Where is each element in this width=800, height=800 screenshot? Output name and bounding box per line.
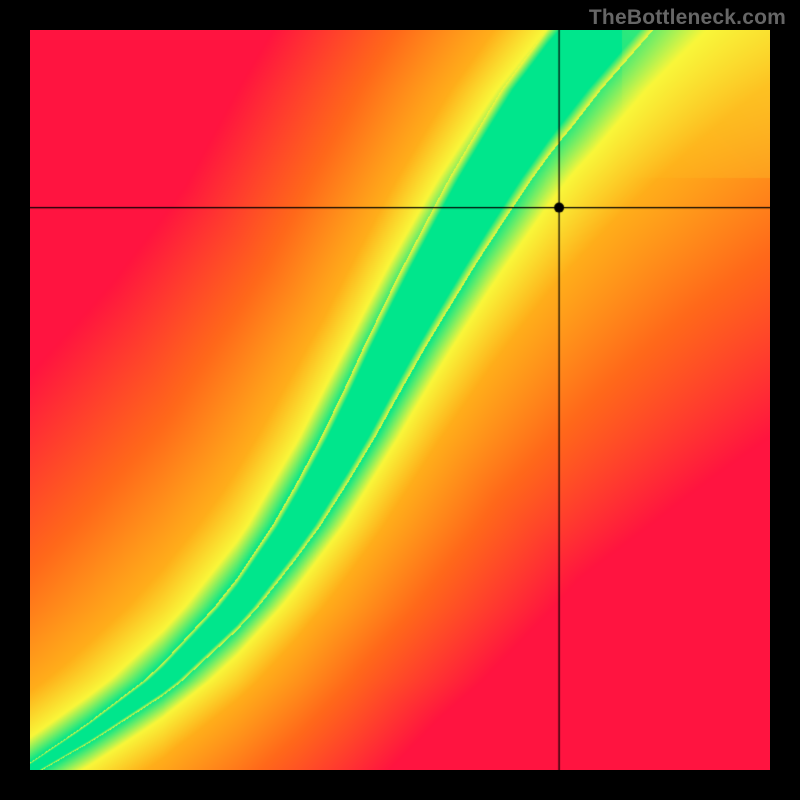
heatmap-canvas <box>30 30 770 770</box>
watermark-text: TheBottleneck.com <box>589 6 786 30</box>
bottleneck-heatmap <box>30 30 770 770</box>
